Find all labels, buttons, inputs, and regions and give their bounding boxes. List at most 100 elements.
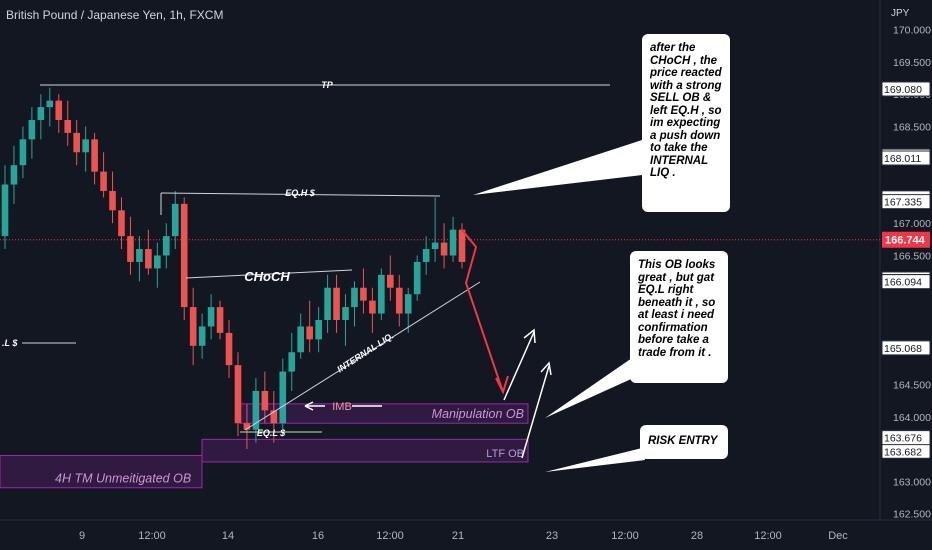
chart-title: British Pound / Japanese Yen, 1h, FXCM: [6, 8, 224, 22]
candle-body-36: [324, 287, 331, 320]
y-tick-label-9: 163.000: [893, 476, 931, 488]
zone-label-2: 4H TM Unmeitigated OB: [55, 472, 191, 486]
x-tick-label-8: 28: [691, 530, 703, 542]
candle-body-1: [10, 165, 18, 185]
long-arrow-2: [521, 365, 550, 459]
candle-body-5: [46, 100, 54, 108]
x-tick-label-2: 14: [222, 530, 234, 542]
y-tick-label-0: 170.000: [893, 25, 931, 37]
candle-body-32: [288, 352, 296, 372]
price-tag-10: 165.068: [884, 343, 922, 355]
candle-body-44: [395, 287, 403, 314]
long-arrow-2-head: [540, 361, 552, 376]
candle-body-18: [162, 236, 170, 256]
eqh-line: [160, 192, 441, 197]
imb-arrow-head: [304, 401, 314, 411]
candle-body-2: [19, 139, 27, 166]
candle-body-37: [333, 287, 340, 320]
candle-body-21: [189, 307, 197, 346]
candle-body-51: [458, 229, 466, 262]
choch-label: CHoCH: [244, 269, 290, 284]
candle-body-4: [37, 107, 45, 120]
choch-line: [185, 269, 353, 279]
price-tag-8: 166.094: [884, 277, 922, 289]
x-tick-label-3: 16: [312, 530, 324, 542]
projection-path: [461, 229, 504, 393]
candle-body-35: [315, 320, 322, 340]
x-tick-label-7: 12:00: [611, 530, 639, 542]
candle-body-28: [252, 390, 260, 430]
candle-body-11: [100, 171, 107, 191]
candle-body-19: [171, 203, 179, 237]
current-price-tag: 166.744: [885, 235, 926, 247]
x-tick-label-4: 12:00: [376, 530, 404, 542]
price-tag-box-13: [881, 430, 931, 446]
x-tick-label-1: 12:00: [138, 530, 166, 542]
candle-body-6: [55, 100, 63, 120]
note-choch-tail: [473, 140, 642, 195]
internal-liq-label: INTERNAL LIQ.: [335, 330, 395, 374]
price-tag-box-5: [881, 194, 931, 210]
left-liq-label: .L $: [2, 338, 18, 348]
candle-body-7: [64, 120, 72, 133]
candle-body-15: [136, 249, 143, 262]
long-arrow-1: [503, 331, 535, 401]
candle-body-10: [91, 139, 98, 172]
candle-body-43: [387, 274, 394, 288]
x-tick-label-6: 23: [546, 530, 558, 542]
candle-body-47: [422, 249, 430, 262]
imb-label: IMB: [332, 401, 352, 413]
zone-label-1: LTF OB: [486, 448, 524, 460]
candle-body-17: [154, 255, 161, 269]
current-price-tag-box: [882, 231, 930, 248]
internal-liq-line: [244, 281, 481, 431]
candle-body-39: [351, 287, 358, 308]
y-tick-label-5: 167.000: [893, 218, 931, 230]
note-risk-tail: [545, 448, 645, 472]
candle-body-50: [449, 229, 457, 256]
candle-body-8: [73, 132, 80, 153]
candle-body-30: [270, 410, 278, 424]
candle-body-26: [234, 365, 242, 424]
note-ob: This OB looks great , but gat EQ.L right…: [630, 251, 728, 383]
y-tick-label-7: 164.500: [893, 380, 931, 392]
candle-body-49: [440, 242, 448, 256]
candle-body-29: [261, 390, 269, 411]
price-tag-box-3: [881, 150, 931, 166]
long-arrow-1-head: [523, 328, 536, 344]
zone-2: [0, 454, 203, 489]
zone-1: [201, 438, 529, 463]
candle-body-46: [413, 261, 421, 295]
currency-label: JPY: [891, 8, 910, 19]
candle-body-12: [109, 190, 116, 211]
note-ob-tail: [545, 358, 640, 418]
projection-arrow-head: [495, 375, 509, 395]
price-tag-13: 163.676: [884, 433, 922, 445]
y-tick-label-10: 162.500: [893, 509, 931, 521]
eqh-label: EQ.H $: [285, 188, 316, 198]
candle-body-48: [431, 242, 439, 250]
candle-body-38: [342, 307, 349, 320]
candle-body-33: [297, 326, 305, 353]
candle-body-31: [279, 371, 287, 424]
price-tag-box-10: [881, 340, 931, 356]
candle-body-20: [180, 203, 188, 308]
candle-body-9: [82, 139, 89, 153]
price-tag-12: 163.682: [884, 446, 922, 458]
price-tag-box-8: [881, 274, 931, 290]
x-tick-label-5: 21: [452, 530, 464, 542]
note-risk-entry: RISK ENTRY: [640, 425, 728, 459]
eql-label: EQ.L $: [257, 428, 286, 438]
candle-body-24: [216, 307, 224, 333]
candle-body-22: [198, 326, 206, 346]
candle-body-27: [243, 423, 251, 430]
candle-body-23: [207, 307, 215, 327]
candle-body-34: [306, 326, 313, 340]
candle-body-3: [28, 120, 36, 140]
candle-body-41: [369, 300, 376, 314]
price-tag-5: 167.335: [884, 197, 922, 209]
candle-body-42: [378, 274, 385, 314]
candle-body-25: [225, 332, 233, 366]
